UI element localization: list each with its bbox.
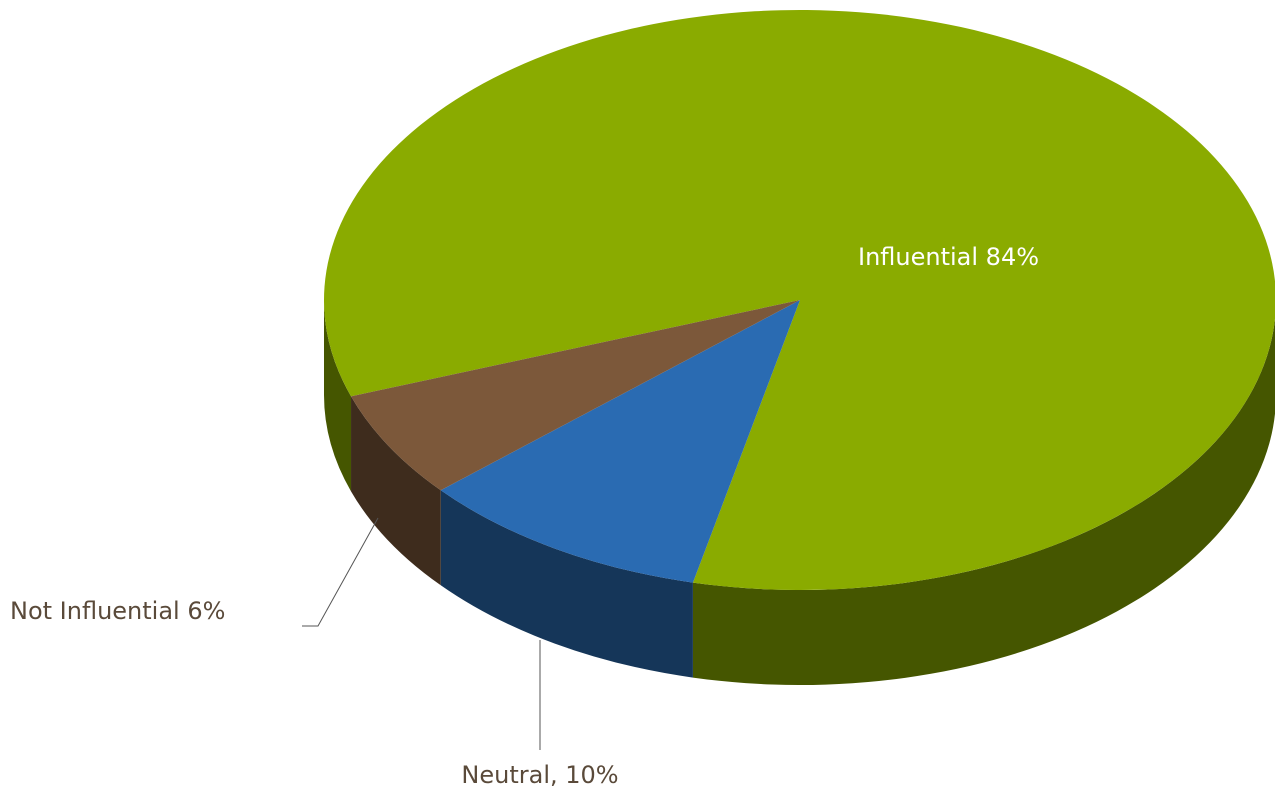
data-label: Influential 84%	[858, 243, 1039, 271]
pie-side	[440, 490, 693, 678]
pie-slice	[440, 300, 800, 583]
leader-line	[302, 517, 379, 627]
pie-slice	[351, 300, 800, 491]
pie-slice	[324, 10, 1275, 590]
data-label: Not Influential 6%	[10, 597, 225, 625]
pie-side	[692, 318, 1275, 685]
pie-side	[351, 396, 441, 586]
pie-side	[324, 300, 352, 492]
data-label: Neutral, 10%	[461, 761, 618, 789]
